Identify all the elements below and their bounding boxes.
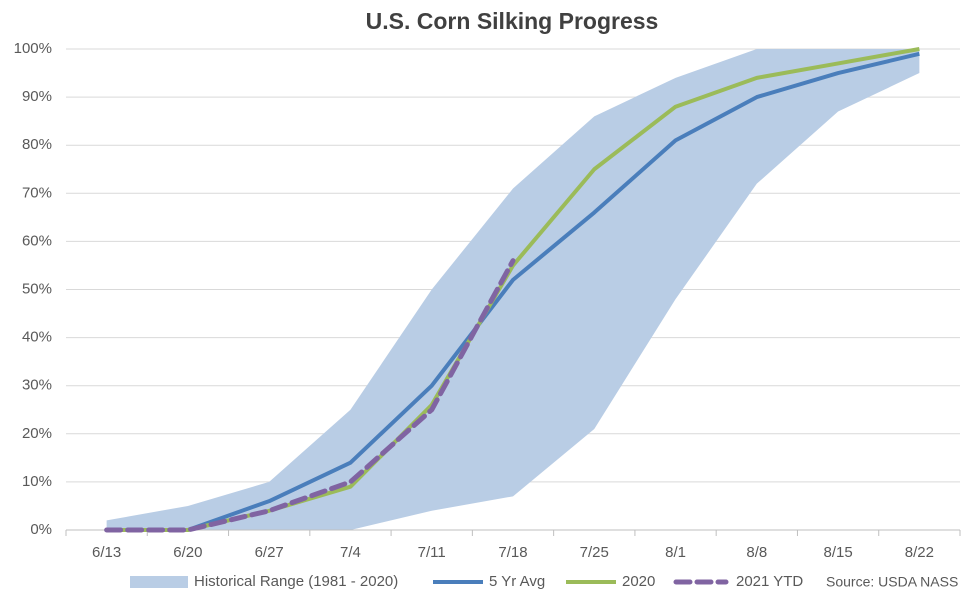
x-tick-label: 8/1 [665, 544, 686, 561]
legend-label: Historical Range (1981 - 2020) [194, 573, 398, 590]
chart-title: U.S. Corn Silking Progress [366, 8, 659, 34]
x-tick-label: 6/20 [173, 544, 202, 561]
y-tick-label: 60% [22, 232, 52, 249]
x-tick-label: 7/4 [340, 544, 361, 561]
series-line [104, 258, 516, 533]
x-tick-label: 8/15 [823, 544, 852, 561]
y-tick-label: 90% [22, 88, 52, 105]
y-tick-label: 30% [22, 377, 52, 394]
x-tick-label: 7/11 [418, 544, 446, 561]
x-tick-label: 7/25 [580, 544, 609, 561]
y-tick-label: 10% [22, 473, 52, 490]
range-band [106, 49, 920, 530]
y-tick-label: 80% [22, 136, 52, 153]
x-tick-label: 6/27 [255, 544, 284, 561]
y-tick-label: 20% [22, 425, 52, 442]
y-tick-label: 70% [22, 184, 52, 201]
y-tick-label: 40% [22, 329, 52, 346]
legend-label: 2021 YTD [736, 573, 803, 590]
y-tick-label: 50% [22, 280, 52, 297]
source-note: Source: USDA NASS [826, 574, 958, 590]
x-tick-label: 7/18 [498, 544, 527, 561]
y-tick-label: 0% [30, 521, 52, 538]
series-line [106, 51, 920, 532]
x-tick-label: 8/22 [905, 544, 934, 561]
x-tick-label: 6/13 [92, 544, 121, 561]
y-tick-label: 100% [14, 40, 52, 57]
legend-label: 2020 [622, 573, 655, 590]
legend-label: 5 Yr Avg [489, 573, 545, 590]
x-tick-label: 8/8 [746, 544, 767, 561]
legend-swatch [130, 576, 188, 588]
